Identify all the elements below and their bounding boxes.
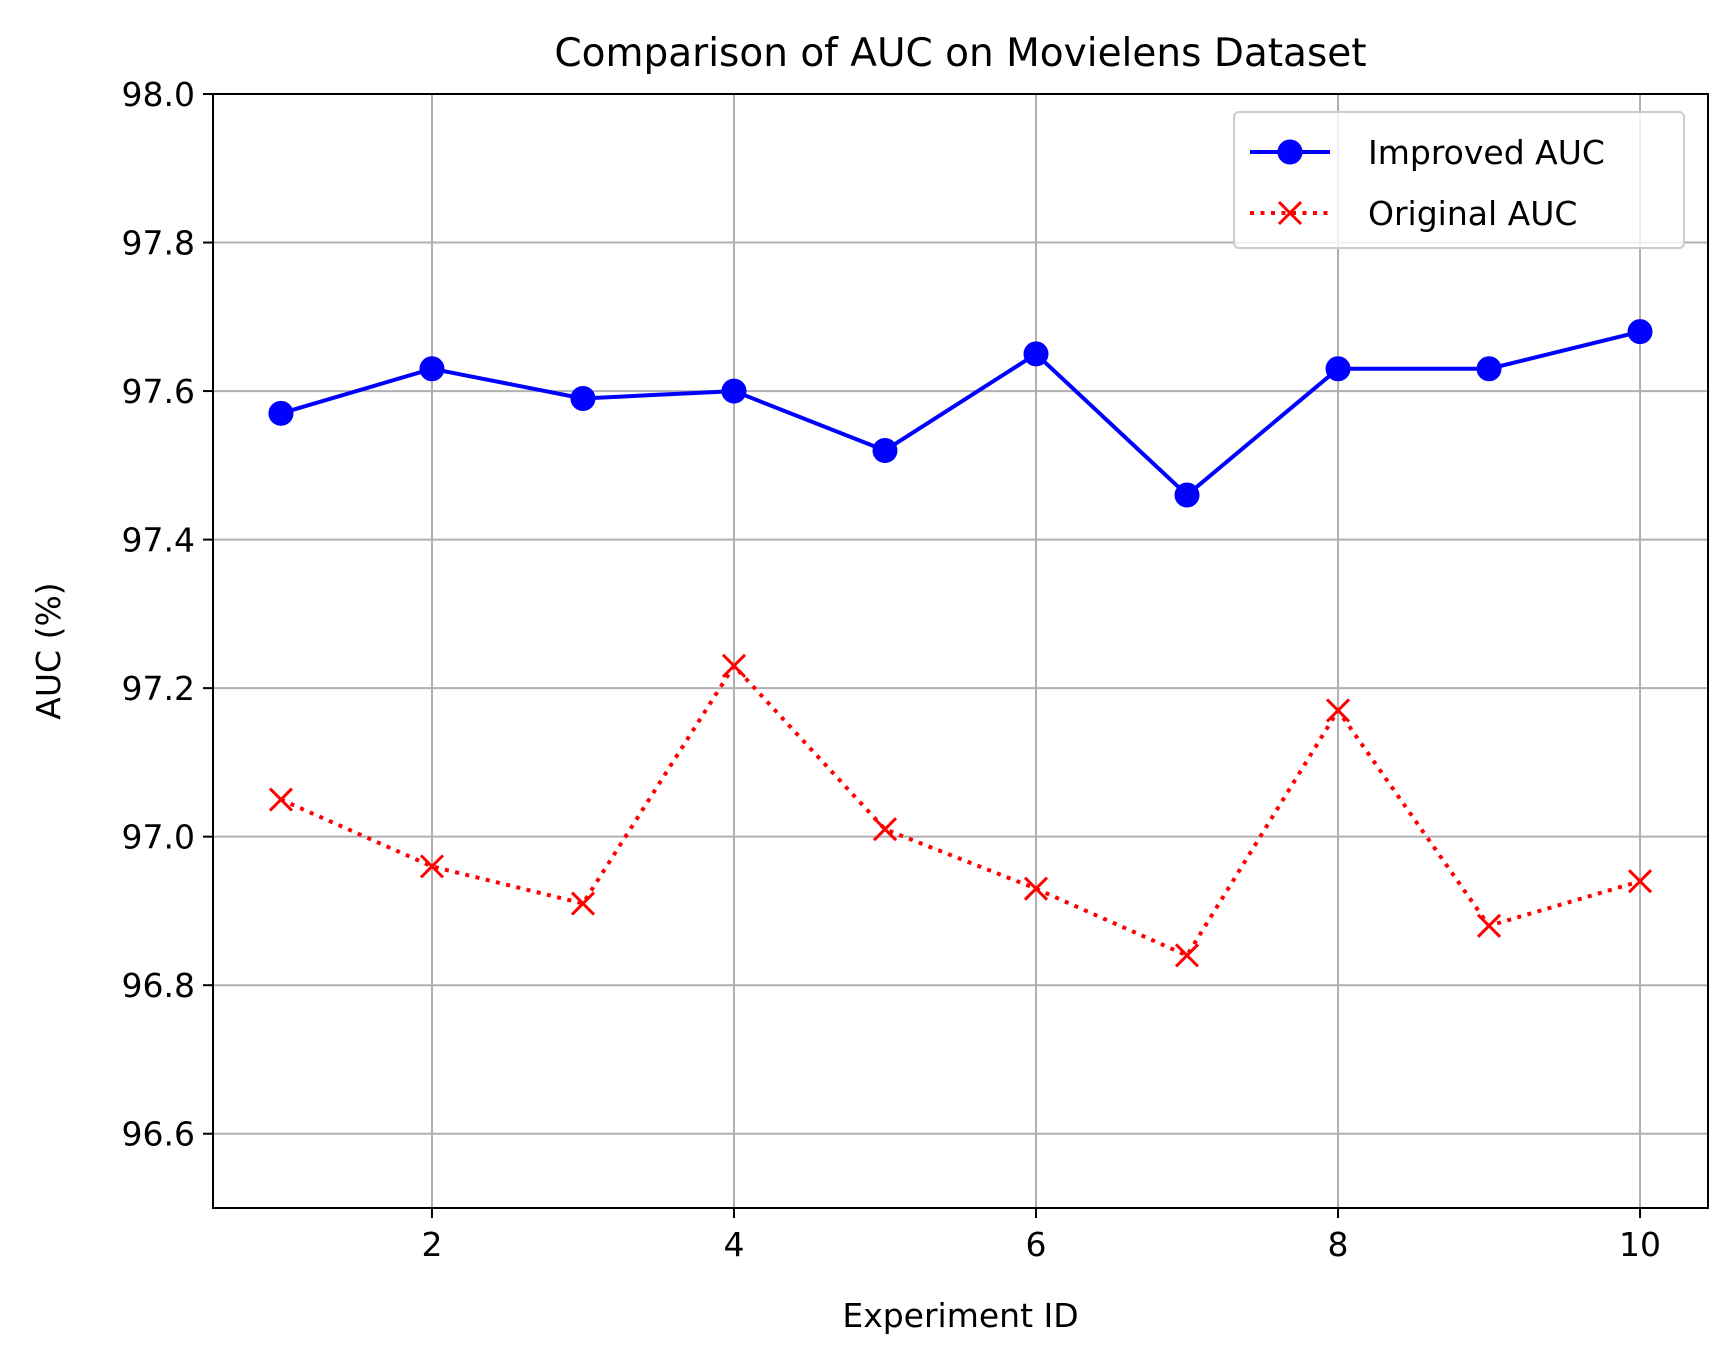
legend: Improved AUC Original AUC <box>1233 111 1685 249</box>
series-original-auc <box>268 653 1653 968</box>
x-tick-label: 6 <box>1026 1225 1047 1264</box>
x-marker-stroke <box>570 891 596 916</box>
legend-label: Original AUC <box>1368 194 1577 233</box>
x-tick-label: 8 <box>1328 1225 1349 1264</box>
grid <box>213 93 1708 1208</box>
x-marker-stroke <box>1023 876 1049 901</box>
x-axis-label: Experiment ID <box>842 1296 1078 1335</box>
plot-frame <box>212 93 1709 1209</box>
data-point <box>721 378 747 404</box>
data-point <box>1627 319 1653 345</box>
series-improved-auc <box>268 319 1653 508</box>
x-marker-stroke <box>872 817 898 842</box>
legend-marker <box>1277 139 1303 165</box>
y-tick-label: 96.6 <box>122 1115 195 1154</box>
x-marker-stroke <box>1325 698 1351 723</box>
y-tick-label: 97.4 <box>122 521 195 560</box>
data-point <box>1476 913 1502 938</box>
legend-item: Original AUC <box>1250 194 1577 233</box>
chart-title: Comparison of AUC on Movielens Dataset <box>554 31 1366 76</box>
data-point <box>1023 341 1049 367</box>
legend-label: Improved AUC <box>1368 133 1605 172</box>
x-marker-stroke <box>1476 913 1502 938</box>
legend-box <box>1233 111 1685 249</box>
data-point <box>1174 482 1200 508</box>
legend-marker <box>1277 200 1303 226</box>
x-marker-stroke <box>268 787 294 812</box>
y-tick-label: 97.0 <box>122 818 195 857</box>
x-marker-stroke <box>1174 943 1200 968</box>
y-tick-label: 96.8 <box>122 966 195 1005</box>
x-marker-stroke <box>721 653 747 678</box>
x-tick-label: 10 <box>1619 1225 1661 1264</box>
x-tick-label: 2 <box>421 1225 442 1264</box>
data-point <box>872 437 898 463</box>
data-point <box>570 385 596 411</box>
y-axis-label: AUC (%) <box>29 582 68 719</box>
data-point <box>570 891 596 916</box>
data-point <box>419 356 445 382</box>
data-point <box>1325 356 1351 382</box>
x-marker-stroke <box>1627 869 1653 894</box>
x-marker-stroke <box>419 854 445 879</box>
series-line <box>280 663 1641 958</box>
series-layer <box>268 319 1653 968</box>
x-marker-stroke <box>1277 200 1303 226</box>
y-tick-label: 97.8 <box>122 224 195 263</box>
axis-ticks: 2 4 6 8 10 96.6 96.8 97.0 97.2 97.4 97.6 97.8 98.0 <box>122 75 1662 1264</box>
data-point <box>268 787 294 812</box>
legend-item: Improved AUC <box>1250 133 1605 172</box>
data-point <box>1627 869 1653 894</box>
data-point <box>419 854 445 879</box>
x-tick-label: 4 <box>723 1225 744 1264</box>
data-point <box>872 817 898 842</box>
data-point <box>1174 943 1200 968</box>
y-tick-label: 97.6 <box>122 372 195 411</box>
data-point <box>1023 876 1049 901</box>
data-point <box>1476 356 1502 382</box>
series-line <box>280 329 1641 498</box>
data-point <box>268 400 294 426</box>
data-point <box>721 653 747 678</box>
y-tick-label: 98.0 <box>122 75 195 114</box>
data-point <box>1325 698 1351 723</box>
y-tick-label: 97.2 <box>122 669 195 708</box>
